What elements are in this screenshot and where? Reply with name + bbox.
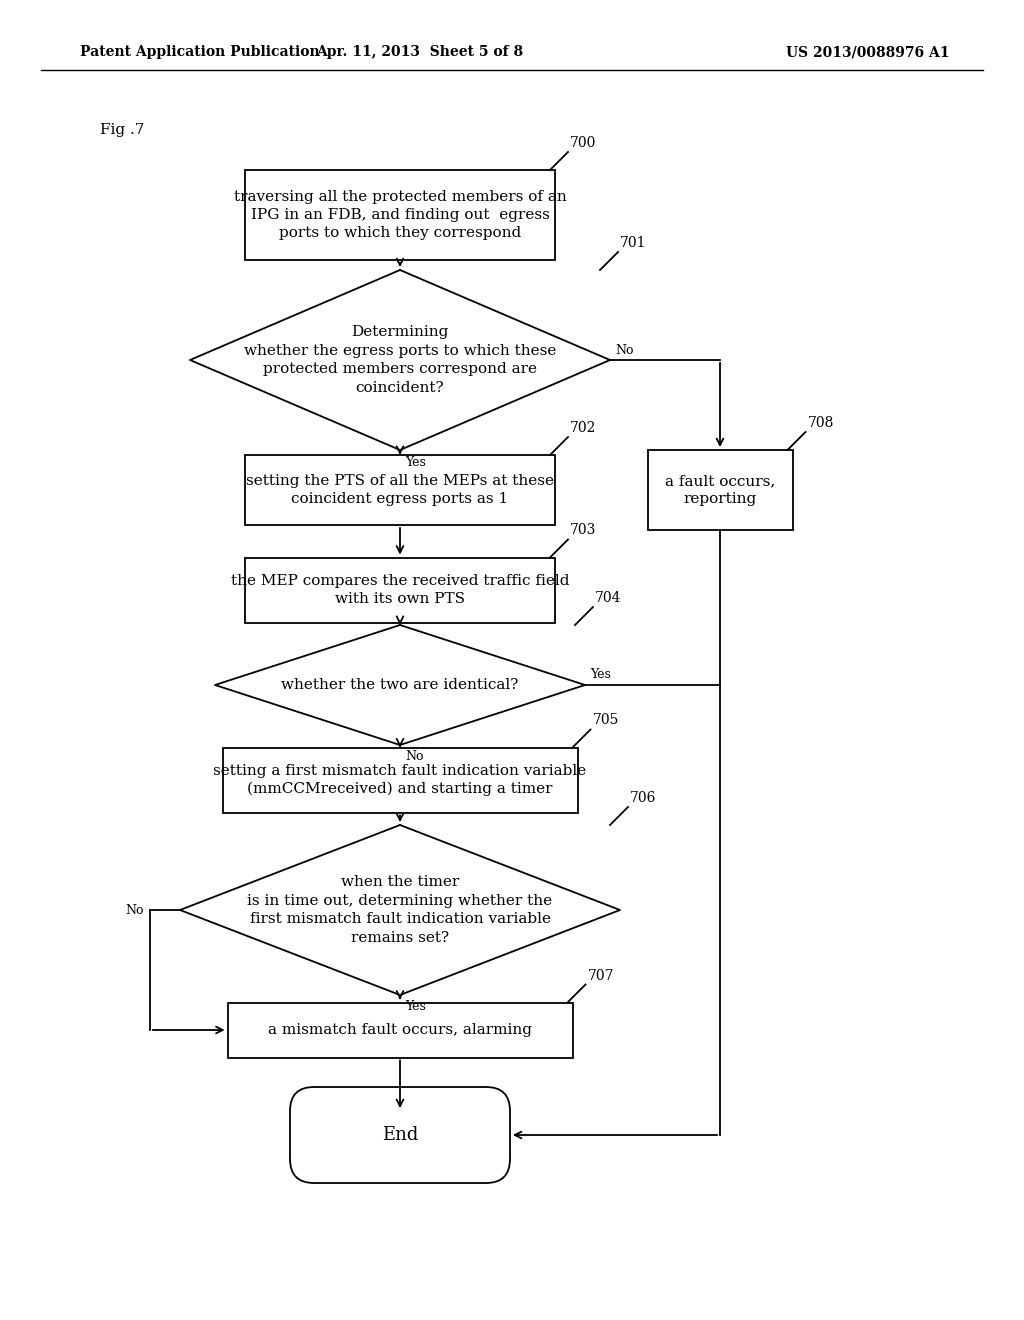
Text: a mismatch fault occurs, alarming: a mismatch fault occurs, alarming [268,1023,532,1038]
Text: No: No [406,751,424,763]
Text: US 2013/0088976 A1: US 2013/0088976 A1 [786,45,950,59]
Text: traversing all the protected members of an
IPG in an FDB, and finding out  egres: traversing all the protected members of … [233,190,566,240]
Text: No: No [125,903,143,916]
Text: Yes: Yes [590,668,611,681]
Bar [245,557,555,623]
Text: 705: 705 [593,714,618,727]
Text: setting the PTS of all the MEPs at these
coincident egress ports as 1: setting the PTS of all the MEPs at these… [246,474,554,506]
Text: 703: 703 [570,524,596,537]
Text: No: No [615,343,634,356]
Text: 707: 707 [588,969,614,982]
Text: the MEP compares the received traffic field
with its own PTS: the MEP compares the received traffic fi… [230,574,569,606]
Text: Determining
whether the egress ports to which these
protected members correspond: Determining whether the egress ports to … [244,326,556,395]
Text: a fault occurs,
reporting: a fault occurs, reporting [665,474,775,506]
Text: 701: 701 [620,236,646,249]
Bar [245,170,555,260]
Text: whether the two are identical?: whether the two are identical? [282,678,519,692]
FancyBboxPatch shape [290,1086,510,1183]
Text: End: End [382,1126,418,1144]
Text: 708: 708 [808,416,834,430]
Bar [227,1002,572,1057]
Text: Patent Application Publication: Patent Application Publication [80,45,319,59]
Text: Yes: Yes [406,1001,426,1014]
Text: 704: 704 [595,591,622,605]
Bar [222,747,578,813]
Text: 702: 702 [570,421,596,436]
Text: Apr. 11, 2013  Sheet 5 of 8: Apr. 11, 2013 Sheet 5 of 8 [316,45,523,59]
Text: Fig .7: Fig .7 [100,123,144,137]
Text: 706: 706 [630,791,656,805]
Bar [245,455,555,525]
Bar [647,450,793,531]
Text: when the timer
is in time out, determining whether the
first mismatch fault indi: when the timer is in time out, determini… [248,875,553,945]
Text: Yes: Yes [406,455,426,469]
Text: 700: 700 [570,136,596,150]
Text: setting a first mismatch fault indication variable
(mmCCMreceived) and starting : setting a first mismatch fault indicatio… [213,763,587,796]
